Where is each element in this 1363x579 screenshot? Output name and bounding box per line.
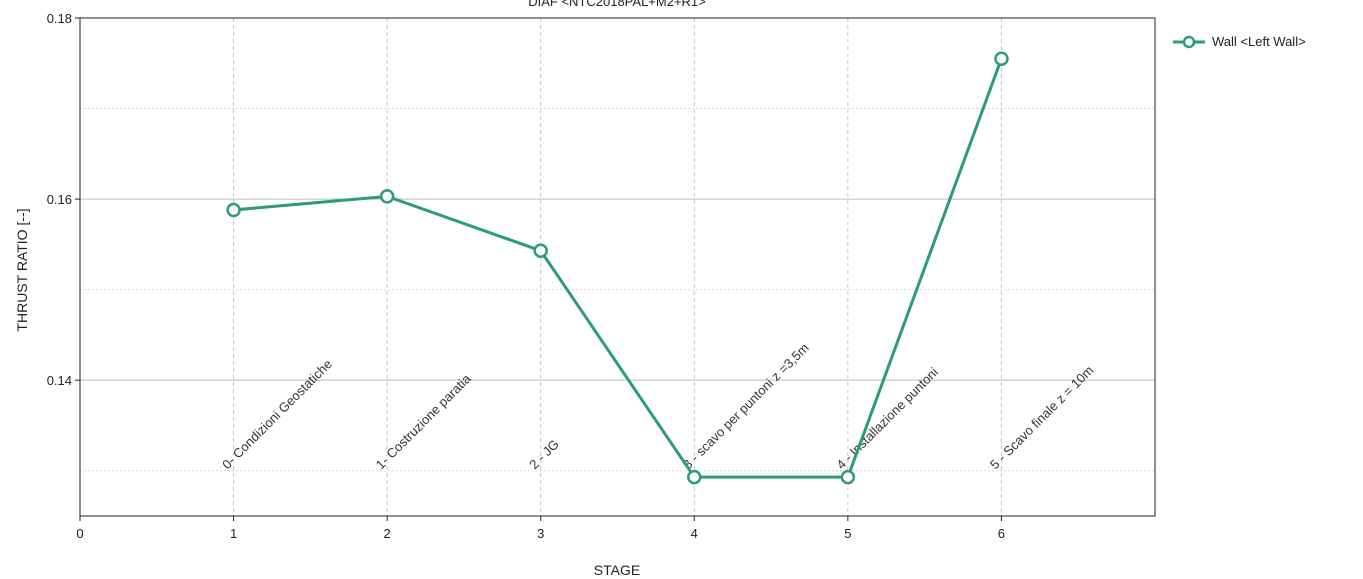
data-point[interactable]	[226, 202, 241, 218]
x-tick-label: 0	[76, 526, 83, 541]
stage-labels: 0- Condizioni Geostatiche 1- Costruzione …	[219, 340, 1096, 472]
y-tick-label: 0.14	[47, 373, 72, 388]
x-tick-label: 6	[998, 526, 1005, 541]
x-tick-label: 1	[230, 526, 237, 541]
stage-label: 0- Condizioni Geostatiche	[219, 356, 335, 472]
chart-title: DIAF <NTC2018PAL+M2+R1>	[528, 0, 706, 9]
x-tick-label: 5	[844, 526, 851, 541]
stage-label: 1- Costruzione paratia	[373, 371, 475, 473]
legend-label: Wall <Left Wall>	[1212, 34, 1306, 49]
y-tick-label: 0.16	[47, 192, 72, 207]
series-layer	[226, 51, 1009, 485]
plot-area	[79, 17, 1156, 517]
legend-line-marker-icon	[1173, 35, 1205, 48]
stage-label: 3 - scavo per puntoni z =3,5m	[680, 340, 812, 472]
y-axis-title: THRUST RATIO [--]	[14, 208, 30, 331]
x-tick-label: 3	[537, 526, 544, 541]
data-point[interactable]	[687, 469, 702, 485]
data-point[interactable]	[533, 243, 548, 258]
data-point[interactable]	[840, 469, 856, 485]
x-axis-title: STAGE	[594, 562, 640, 578]
data-point[interactable]	[994, 51, 1009, 66]
axes: 0 1 2 3 4 5 6 0.14 0.16 0.18	[47, 11, 1005, 541]
data-point[interactable]	[379, 189, 395, 204]
x-tick-label: 2	[384, 526, 391, 541]
series-line	[233, 58, 1003, 479]
y-tick-label: 0.18	[47, 11, 72, 26]
stage-label: 2 - JG	[526, 436, 562, 472]
x-tick-label: 4	[691, 526, 698, 541]
stage-label: 5 - Scavo finale z = 10m	[987, 363, 1096, 472]
legend: Wall <Left Wall>	[1172, 34, 1306, 49]
